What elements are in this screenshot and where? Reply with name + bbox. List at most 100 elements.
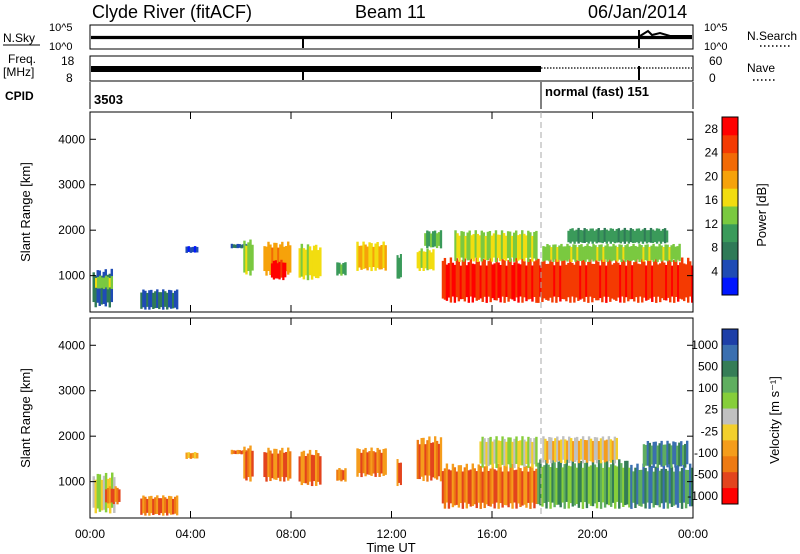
data-cell — [578, 245, 581, 261]
data-cell — [672, 471, 676, 506]
data-cell — [531, 235, 534, 262]
data-cell — [543, 257, 546, 299]
data-cell — [509, 467, 512, 504]
data-cell — [618, 244, 621, 260]
power-colorbar-label: Power [dB] — [754, 183, 769, 247]
velocity-colorbar-label: Velocity [m s⁻¹] — [767, 376, 782, 464]
station-title: Clyde River (fitACF) — [92, 2, 252, 22]
data-cell — [308, 449, 312, 482]
data-cell — [432, 442, 435, 478]
y-tick-label: 4000 — [58, 132, 85, 146]
data-cell — [682, 463, 686, 503]
data-cell — [499, 264, 502, 303]
data-cell — [439, 230, 443, 249]
data-cell — [338, 262, 341, 274]
data-cell — [667, 258, 670, 298]
data-cell — [475, 257, 478, 301]
data-cell — [232, 244, 235, 248]
data-cell — [505, 441, 508, 467]
data-cell — [547, 263, 550, 301]
data-cell — [591, 458, 595, 507]
data-cell — [632, 243, 635, 261]
freq-tick-bottom: 8 — [66, 71, 73, 85]
data-cell — [285, 245, 288, 272]
data-cell — [639, 230, 643, 242]
data-cell — [678, 471, 682, 503]
data-cell — [539, 459, 542, 506]
data-cell — [643, 261, 646, 298]
data-cell — [513, 470, 516, 503]
data-cell — [610, 246, 613, 262]
data-cell — [548, 245, 551, 262]
data-cell — [649, 259, 652, 299]
data-cell — [561, 467, 564, 503]
data-cell — [364, 447, 367, 477]
data-cell — [193, 246, 197, 253]
data-cell — [471, 463, 474, 507]
data-cell — [596, 247, 599, 261]
data-cell — [477, 464, 480, 503]
data-cell — [273, 448, 276, 480]
data-cell — [162, 495, 165, 516]
data-cell — [559, 460, 562, 508]
data-cell — [607, 260, 610, 297]
data-cell — [312, 455, 316, 482]
data-cell — [168, 289, 171, 308]
data-cell — [527, 230, 530, 262]
data-cell — [457, 465, 461, 508]
data-cell — [666, 244, 669, 262]
data-cell — [575, 258, 578, 298]
data-cell — [616, 246, 619, 262]
data-cell — [238, 450, 241, 454]
data-cell — [677, 265, 680, 302]
data-cell — [454, 230, 457, 262]
data-cell — [505, 265, 508, 297]
data-cell — [467, 470, 470, 504]
y-tick-label: 3000 — [58, 384, 85, 398]
data-cell — [676, 246, 679, 260]
data-cell — [595, 437, 599, 464]
data-cell — [475, 471, 478, 509]
data-cell — [577, 460, 581, 508]
data-cell — [575, 436, 579, 461]
data-cell — [515, 469, 518, 509]
data-cell — [298, 248, 301, 278]
data-cell — [599, 265, 602, 299]
data-cell — [611, 264, 614, 299]
data-cell — [94, 275, 97, 308]
data-cell — [173, 496, 177, 514]
data-cell — [603, 259, 606, 297]
data-cell — [263, 246, 266, 272]
data-cell — [589, 228, 592, 242]
data-cell — [557, 461, 560, 505]
data-cell — [376, 447, 379, 473]
power-colorbar-tick: 20 — [705, 169, 719, 183]
velocity-data-layer — [92, 436, 694, 516]
data-cell — [140, 292, 143, 309]
data-cell — [689, 261, 692, 297]
data-cell — [587, 436, 591, 462]
data-cell — [555, 258, 558, 303]
data-cell — [468, 230, 471, 260]
data-cell — [688, 463, 692, 507]
data-cell — [424, 251, 427, 269]
data-cell — [640, 245, 643, 260]
data-cell — [306, 244, 310, 281]
data-cell — [317, 453, 320, 482]
data-cell — [457, 260, 461, 302]
data-cell — [384, 245, 387, 271]
data-cell — [170, 290, 173, 309]
data-cell — [632, 471, 635, 503]
data-cell — [338, 468, 341, 481]
data-cell — [529, 466, 532, 509]
data-cell — [585, 459, 589, 509]
data-cell — [533, 261, 536, 298]
data-cell — [583, 439, 587, 460]
data-cell — [587, 261, 590, 303]
data-cell — [300, 243, 304, 277]
data-cell — [164, 291, 167, 307]
data-cell — [435, 233, 439, 249]
data-cell — [451, 463, 455, 508]
data-cell — [607, 467, 611, 506]
data-cell — [443, 257, 447, 300]
